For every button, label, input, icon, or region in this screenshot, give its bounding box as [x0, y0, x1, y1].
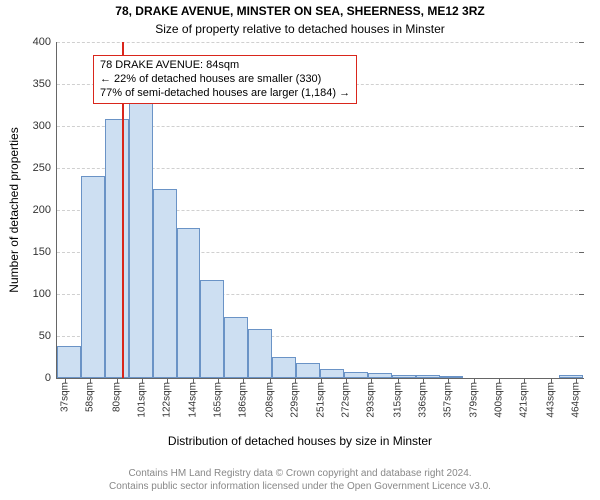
xtick-label: 293sqm — [366, 378, 377, 418]
histogram-bar — [224, 317, 248, 378]
histogram-bar — [153, 189, 177, 378]
xtick-label: 208sqm — [264, 378, 275, 418]
histogram-bar — [296, 363, 320, 378]
ytick-label: 350 — [33, 78, 57, 90]
xtick-label: 37sqm — [60, 378, 71, 412]
xtick-label: 58sqm — [85, 378, 96, 412]
xtick-label: 464sqm — [570, 378, 581, 418]
ytick-mark — [579, 252, 584, 253]
ytick-label: 0 — [45, 372, 57, 384]
histogram-bar — [200, 280, 224, 378]
xtick-label: 357sqm — [442, 378, 453, 418]
ytick-mark — [579, 336, 584, 337]
histogram-bar — [272, 357, 296, 378]
footer-line-2: Contains public sector information licen… — [0, 481, 600, 494]
xtick-label: 186sqm — [238, 378, 249, 418]
histogram-bar — [57, 346, 81, 378]
histogram-bar — [105, 119, 129, 378]
xtick-label: 229sqm — [289, 378, 300, 418]
callout-line-2: ← 22% of detached houses are smaller (33… — [100, 73, 350, 87]
callout-line-1: 78 DRAKE AVENUE: 84sqm — [100, 59, 350, 73]
xtick-label: 144sqm — [188, 378, 199, 418]
chart-title: 78, DRAKE AVENUE, MINSTER ON SEA, SHEERN… — [0, 4, 600, 18]
ytick-label: 400 — [33, 36, 57, 48]
ytick-mark — [579, 168, 584, 169]
ytick-label: 250 — [33, 162, 57, 174]
footer-attribution: Contains HM Land Registry data © Crown c… — [0, 468, 600, 493]
reference-callout: 78 DRAKE AVENUE: 84sqm ← 22% of detached… — [93, 55, 357, 104]
chart-page: 78, DRAKE AVENUE, MINSTER ON SEA, SHEERN… — [0, 0, 600, 500]
histogram-bar — [177, 228, 201, 378]
xtick-label: 272sqm — [341, 378, 352, 418]
xtick-label: 122sqm — [161, 378, 172, 418]
ytick-mark — [579, 42, 584, 43]
ytick-mark — [579, 210, 584, 211]
histogram-bar — [320, 369, 344, 378]
footer-line-1: Contains HM Land Registry data © Crown c… — [0, 468, 600, 481]
xtick-label: 336sqm — [417, 378, 428, 418]
xtick-label: 80sqm — [111, 378, 122, 412]
histogram-bar — [81, 176, 105, 378]
xtick-label: 379sqm — [469, 378, 480, 418]
xtick-label: 400sqm — [494, 378, 505, 418]
ytick-mark — [579, 84, 584, 85]
gridline — [57, 42, 583, 43]
xtick-label: 315sqm — [392, 378, 403, 418]
chart-subtitle: Size of property relative to detached ho… — [0, 22, 600, 36]
xtick-label: 443sqm — [545, 378, 556, 418]
xtick-label: 421sqm — [519, 378, 530, 418]
callout-line-3: 77% of semi-detached houses are larger (… — [100, 87, 350, 101]
ytick-label: 150 — [33, 246, 57, 258]
xtick-label: 251sqm — [316, 378, 327, 418]
x-axis-label: Distribution of detached houses by size … — [0, 434, 600, 448]
xtick-label: 101sqm — [136, 378, 147, 418]
histogram-bar — [248, 329, 272, 378]
ytick-label: 300 — [33, 120, 57, 132]
ytick-label: 200 — [33, 204, 57, 216]
ytick-label: 50 — [39, 330, 57, 342]
y-axis-label: Number of detached properties — [7, 127, 21, 292]
xtick-label: 165sqm — [213, 378, 224, 418]
ytick-mark — [579, 294, 584, 295]
ytick-label: 100 — [33, 288, 57, 300]
ytick-mark — [579, 126, 584, 127]
histogram-bar — [129, 102, 153, 378]
